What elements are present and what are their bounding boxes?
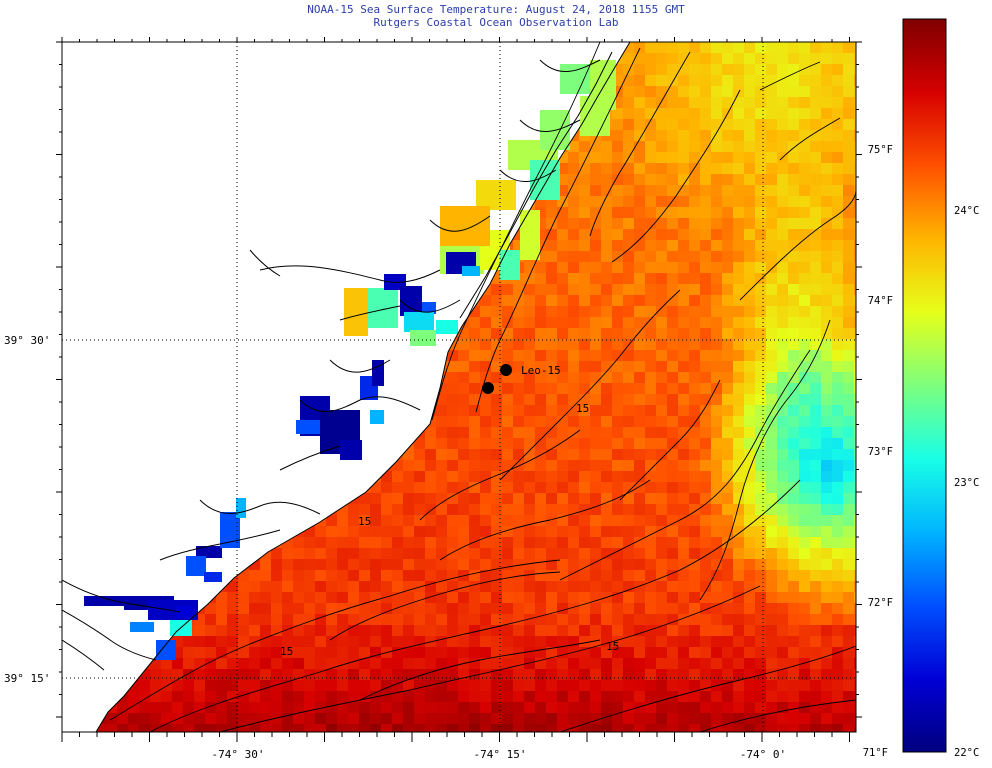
colorbar-label-c: 23°C <box>954 477 979 489</box>
y-tick-label: 39° 30' <box>4 334 50 347</box>
colorbar-label-f: 74°F <box>868 295 893 307</box>
graticule <box>62 42 856 732</box>
x-tick-label: -74° 0' <box>740 748 786 761</box>
y-tick-label: 39° 15' <box>4 672 50 685</box>
leo15-label: Leo-15 <box>521 364 561 377</box>
colorbar-label-c: 24°C <box>954 205 979 217</box>
colorbar-label-f: 72°F <box>868 597 893 609</box>
map-border <box>61 41 857 733</box>
bathymetry-contours <box>109 42 856 732</box>
contour-label: 15 <box>576 402 589 415</box>
contour-label: 15 <box>358 515 371 528</box>
colorbar-label-f: 73°F <box>868 446 893 458</box>
bay-sst-patches <box>84 60 616 660</box>
second-station-marker[interactable] <box>482 382 494 394</box>
coastline <box>62 42 631 732</box>
x-tick-label: -74° 15' <box>474 748 527 761</box>
leo15-station-marker[interactable] <box>500 364 512 376</box>
contour-label: 15 <box>280 645 293 658</box>
map-title: NOAA-15 Sea Surface Temperature: August … <box>307 3 685 16</box>
axis-ticks <box>56 37 862 742</box>
x-tick-label: -74° 30' <box>212 748 265 761</box>
colorbar <box>902 18 947 753</box>
colorbar-label-f: 71°F <box>863 747 888 759</box>
map-subtitle: Rutgers Coastal Ocean Observation Lab <box>373 16 619 29</box>
colorbar-label-c: 22°C <box>954 747 979 759</box>
contour-label: 15 <box>606 640 619 653</box>
colorbar-label-f: 75°F <box>868 144 893 156</box>
